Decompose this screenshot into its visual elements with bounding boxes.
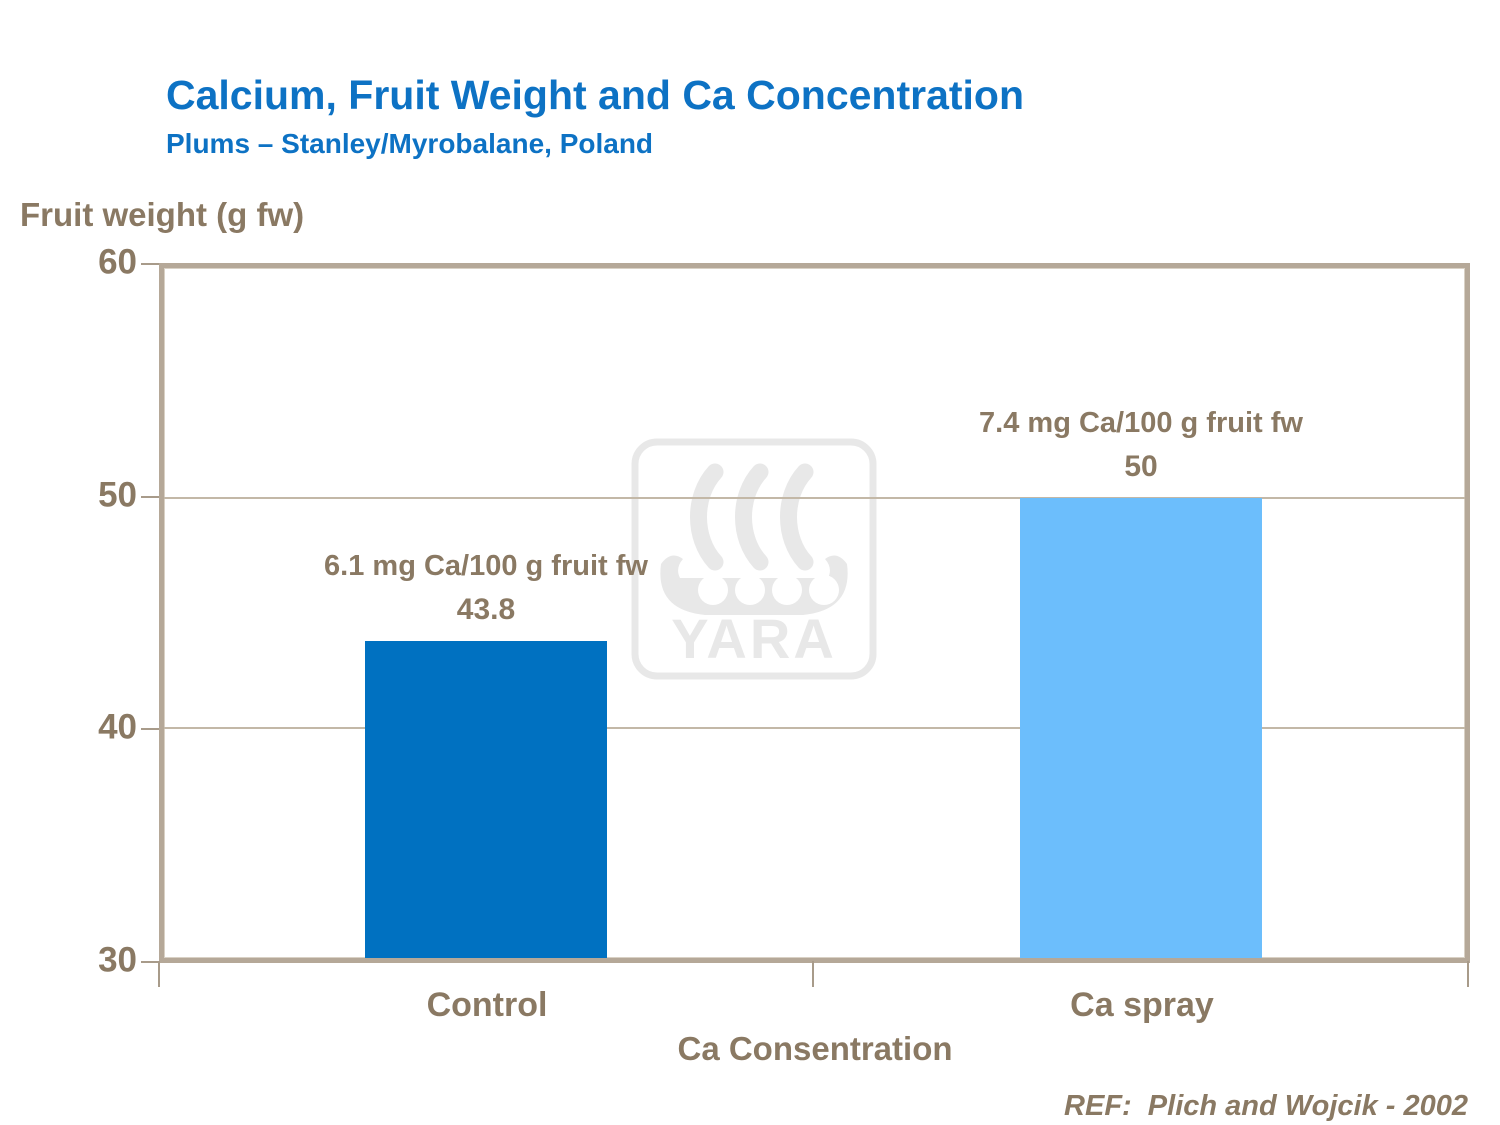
bar-group-ca-spray: 7.4 mg Ca/100 g fruit fw 50 <box>911 268 1371 958</box>
x-tick-mark-left <box>158 961 160 987</box>
y-axis-tick-marks <box>141 263 162 963</box>
x-axis-title: Ca Consentration <box>677 1030 953 1067</box>
ship-shields-icon <box>698 575 839 605</box>
x-tick-mark-center <box>812 961 814 987</box>
bar-value-ca-spray: 50 <box>1124 450 1158 483</box>
bar-control <box>365 640 607 958</box>
watermark-text: YARA <box>671 607 837 670</box>
bar-group-control: 6.1 mg Ca/100 g fruit fw 43.8 <box>256 268 716 958</box>
x-tick-mark-right <box>1467 961 1469 987</box>
y-tick-label-50: 50 <box>98 475 137 515</box>
watermark-frame-icon <box>631 438 877 680</box>
reference-text: REF: Plich and Wojcik - 2002 <box>1064 1090 1468 1122</box>
y-tick-mark <box>141 495 162 498</box>
y-tick-mark <box>141 263 162 265</box>
chart-subtitle: Plums – Stanley/Myrobalane, Poland <box>166 128 654 159</box>
bar-annotation-ca-spray: 7.4 mg Ca/100 g fruit fw <box>979 407 1303 439</box>
gridline-40 <box>164 727 1465 729</box>
plot-area: YARA 6.1 mg Ca/100 g fruit fw 43.8 7.4 m… <box>159 263 1470 963</box>
category-label-ca-spray: Ca spray <box>1070 986 1214 1024</box>
viking-ship-icon <box>690 463 814 571</box>
category-label-control: Control <box>426 986 548 1024</box>
y-tick-mark <box>141 728 162 731</box>
bar-value-control: 43.8 <box>456 592 516 626</box>
bar-annotation-control: 6.1 mg Ca/100 g fruit fw <box>324 549 648 582</box>
bar-ca-spray <box>1020 498 1262 958</box>
gridline-50 <box>164 497 1465 499</box>
y-axis-tick-labels: 60 50 40 30 <box>0 242 137 979</box>
y-axis-title: Fruit weight (g fw) <box>20 196 305 233</box>
chart-title: Calcium, Fruit Weight and Ca Concentrati… <box>166 72 1025 118</box>
yara-watermark-logo: YARA <box>631 438 877 680</box>
y-tick-mark <box>141 961 162 963</box>
y-tick-label-40: 40 <box>98 707 137 747</box>
y-tick-label-60: 60 <box>98 242 137 282</box>
y-tick-label-30: 30 <box>98 940 137 980</box>
